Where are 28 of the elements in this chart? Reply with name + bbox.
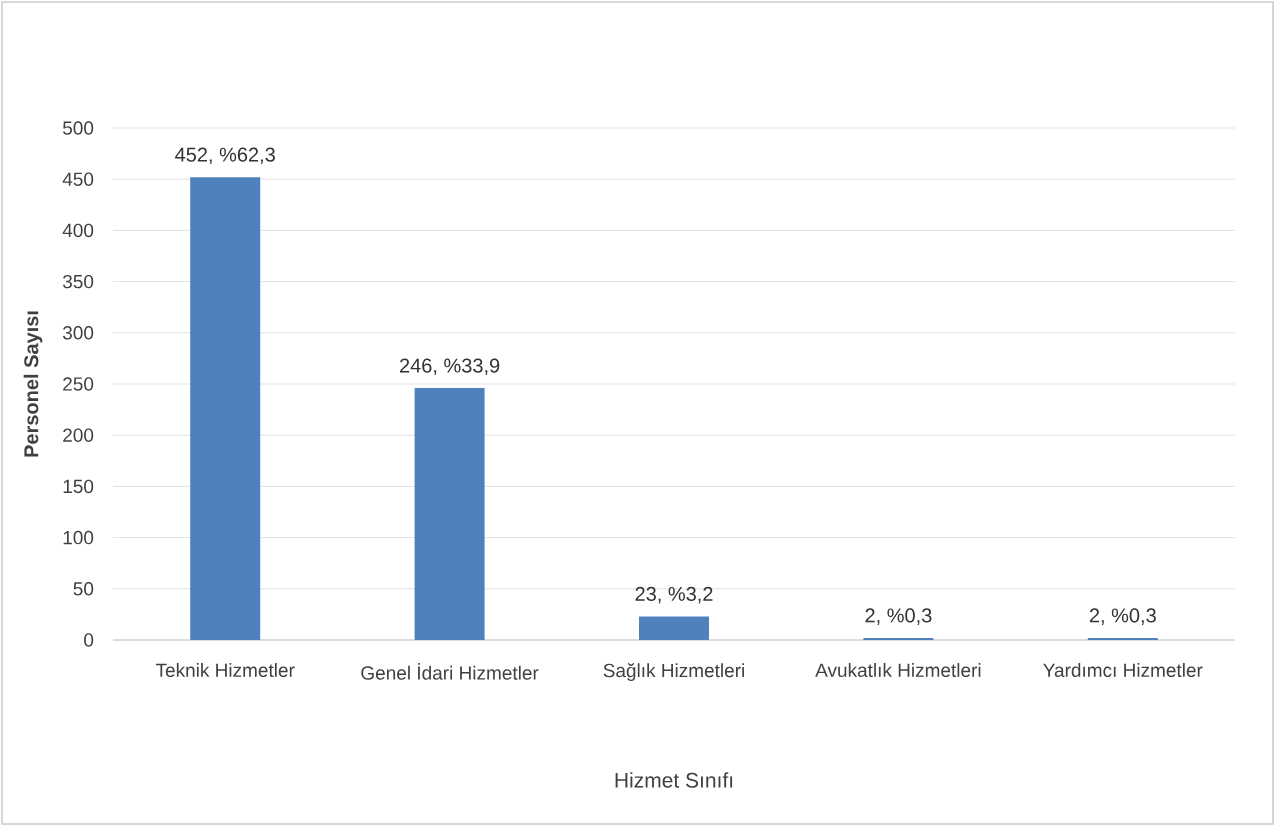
y-tick-label: 0	[84, 633, 94, 647]
bar	[1087, 637, 1158, 640]
data-label: 2, %0,3	[1089, 608, 1156, 625]
bar	[639, 616, 710, 640]
y-tick-label: 100	[63, 530, 94, 545]
y-tick-label: 150	[63, 479, 94, 494]
data-label: 2, %0,3	[865, 608, 932, 625]
x-tick-label: Yardımcı Hizmetler	[1043, 663, 1203, 678]
y-axis-title: Personel Sayısı	[23, 311, 43, 457]
data-label: 452, %62,3	[175, 147, 275, 165]
y-tick-label: 300	[62, 326, 94, 340]
x-tick-label: Teknik Hizmetler	[155, 663, 295, 678]
y-tick-label: 250	[63, 377, 94, 391]
x-axis-title: Hizmet Sınıfı	[615, 772, 733, 788]
y-tick-label: 500	[62, 121, 94, 135]
data-label: 23, %3,2	[635, 586, 713, 604]
y-tick-label: 400	[62, 223, 94, 238]
bar	[190, 177, 261, 640]
x-tick-label: Sağlık Hizmetleri	[603, 663, 744, 682]
y-tick-label: 50	[73, 582, 94, 596]
y-tick-label: 350	[62, 274, 94, 289]
x-tick-label: Avukatlık Hizmetleri	[815, 663, 981, 678]
bar	[863, 637, 934, 640]
y-tick-label: 200	[63, 428, 94, 442]
x-tick-label: Genel İdari Hizmetler	[361, 663, 539, 680]
bar	[414, 388, 485, 640]
y-tick-label: 450	[62, 172, 94, 186]
data-label: 246, %33,9	[400, 358, 500, 376]
